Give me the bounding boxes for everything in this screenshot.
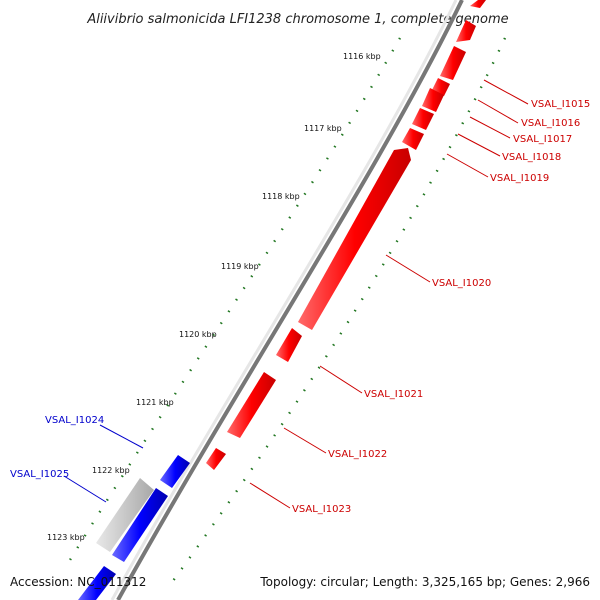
gene-label[interactable]: VSAL_I1021 [364, 389, 423, 400]
forward-genes [206, 0, 486, 470]
reverse-leader-lines [63, 424, 144, 503]
gene-label[interactable]: VSAL_I1020 [432, 278, 491, 289]
gene-fwd-arrow [206, 448, 226, 470]
gc-dotted-ring [169, 37, 507, 586]
gene-label[interactable]: VSAL_I1018 [502, 152, 561, 163]
forward-gene-labels: VSAL_I1015 VSAL_I1016 VSAL_I1017 VSAL_I1… [292, 99, 590, 515]
gene-fwd-arrow [402, 128, 424, 150]
gene-rev-arrow [112, 488, 168, 562]
scale-label: 1123 kbp [47, 533, 85, 542]
gene-label[interactable]: VSAL_I1019 [490, 173, 549, 184]
scale-label: 1122 kbp [92, 466, 130, 475]
gene-label[interactable]: VSAL_I1025 [10, 469, 69, 480]
accession-text: Accession: NC_011312 [10, 575, 146, 589]
scale-label: 1121 kbp [136, 398, 174, 407]
scale-label: 1120 kbp [179, 330, 217, 339]
gene-label[interactable]: VSAL_I1023 [292, 504, 351, 515]
reverse-gene-labels: VSAL_I1024 VSAL_I1025 [10, 415, 104, 480]
gene-label[interactable]: VSAL_I1022 [328, 449, 387, 460]
gene-label[interactable]: VSAL_I1024 [45, 415, 104, 426]
reverse-genes [78, 455, 190, 600]
gene-fwd-arrow [422, 88, 444, 112]
pseudo-gene [96, 478, 154, 552]
gene-fwd-arrow [412, 108, 434, 130]
topology-text: Topology: circular; Length: 3,325,165 bp… [259, 575, 590, 589]
gene-rev-arrow [160, 455, 190, 488]
forward-leader-lines [249, 79, 529, 509]
scale-dotted-ring [68, 37, 402, 561]
gene-fwd-arrow [227, 372, 276, 438]
gene-fwd-arrow [440, 46, 466, 80]
gene-rev-arrow [78, 566, 116, 600]
backbone-shadow [110, 0, 458, 600]
gene-fwd-partial [470, 0, 486, 8]
map-title: Aliivibrio salmonicida LFI1238 chromosom… [86, 12, 508, 27]
gene-label[interactable]: VSAL_I1017 [513, 134, 572, 145]
gene-label[interactable]: VSAL_I1015 [531, 99, 590, 110]
backbone-line [116, 0, 464, 600]
scale-labels: 1116 kbp 1117 kbp 1118 kbp 1119 kbp 1120… [47, 52, 381, 542]
scale-label: 1119 kbp [221, 262, 259, 271]
gene-fwd-arrow [298, 148, 411, 330]
gene-fwd-arrow [456, 20, 476, 42]
gene-label[interactable]: VSAL_I1016 [521, 118, 580, 129]
scale-label: 1118 kbp [262, 192, 300, 201]
gene-fwd-arrow [276, 328, 302, 362]
scale-label: 1116 kbp [343, 52, 381, 61]
scale-label: 1117 kbp [304, 124, 342, 133]
